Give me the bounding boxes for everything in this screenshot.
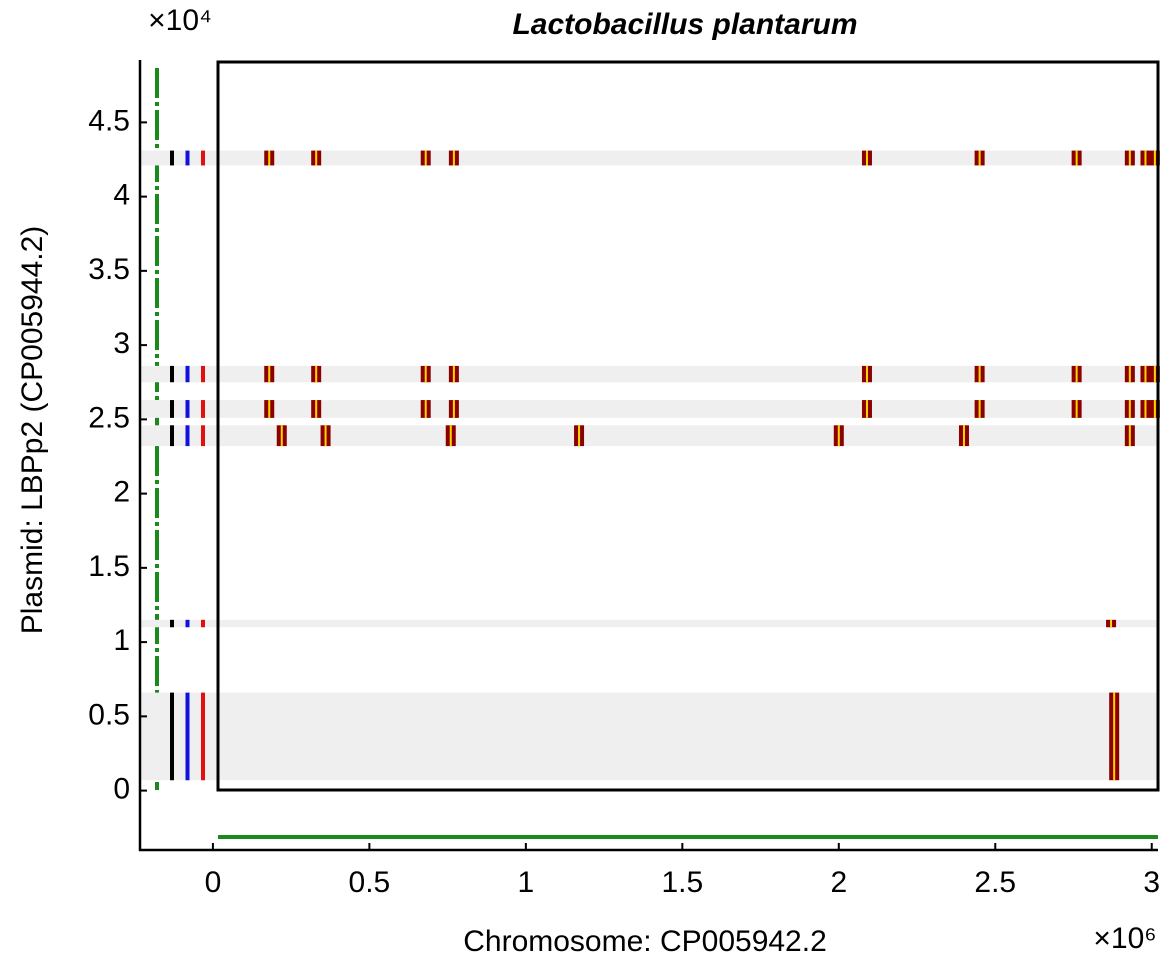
band (140, 365, 1158, 383)
x-tick-label: 0 (205, 866, 222, 899)
plot-frame (216, 60, 1160, 792)
band (140, 692, 1158, 781)
y-tick-label: 4 (113, 179, 130, 212)
band (140, 425, 1158, 447)
y-multiplier: ×10⁴ (148, 4, 212, 37)
y-tick-label: 4.5 (88, 104, 130, 137)
y-tick-label: 1 (113, 624, 130, 657)
band (140, 619, 1158, 628)
y-tick-label: 0 (113, 773, 130, 806)
band (140, 150, 1158, 166)
x-tick-label: 0.5 (349, 866, 391, 899)
x-multiplier: ×10⁶ (1093, 922, 1156, 955)
x-tick-label: 1.5 (661, 866, 703, 899)
x-tick-label: 1 (518, 866, 535, 899)
y-axis-label: Plasmid: LBPp2 (CP005944.2) (16, 226, 49, 635)
y-tick-label: 3.5 (88, 253, 130, 286)
x-tick-label: 2 (830, 866, 847, 899)
y-tick-label: 1.5 (88, 550, 130, 583)
y-tick-label: 2.5 (88, 401, 130, 434)
x-tick-label: 2.5 (974, 866, 1016, 899)
band (140, 400, 1158, 418)
y-tick-label: 3 (113, 327, 130, 360)
plot (140, 150, 1160, 781)
y-tick-label: 0.5 (88, 698, 130, 731)
x-axis-label: Chromosome: CP005942.2 (463, 925, 827, 958)
chart-title: Lactobacillus plantarum (512, 8, 857, 41)
x-tick-label: 3 (1143, 866, 1160, 899)
y-tick-label: 2 (113, 476, 130, 509)
